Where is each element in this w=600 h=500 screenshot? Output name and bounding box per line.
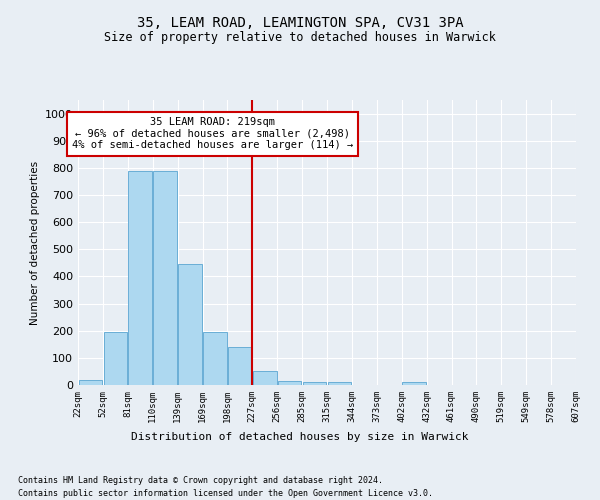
Text: 35, LEAM ROAD, LEAMINGTON SPA, CV31 3PA: 35, LEAM ROAD, LEAMINGTON SPA, CV31 3PA [137,16,463,30]
Bar [128,170,152,385]
Bar [403,382,426,385]
Text: Size of property relative to detached houses in Warwick: Size of property relative to detached ho… [104,31,496,44]
Bar [178,264,202,385]
Bar [104,332,127,385]
Bar [154,170,177,385]
Bar [203,332,227,385]
Text: Contains public sector information licensed under the Open Government Licence v3: Contains public sector information licen… [18,489,433,498]
Bar [79,380,102,385]
Text: 35 LEAM ROAD: 219sqm
← 96% of detached houses are smaller (2,498)
4% of semi-det: 35 LEAM ROAD: 219sqm ← 96% of detached h… [72,117,353,150]
Bar [228,347,251,385]
Bar [253,372,277,385]
Bar [328,382,351,385]
Y-axis label: Number of detached properties: Number of detached properties [29,160,40,324]
Bar [278,381,301,385]
Bar [303,382,326,385]
Text: Contains HM Land Registry data © Crown copyright and database right 2024.: Contains HM Land Registry data © Crown c… [18,476,383,485]
Text: Distribution of detached houses by size in Warwick: Distribution of detached houses by size … [131,432,469,442]
